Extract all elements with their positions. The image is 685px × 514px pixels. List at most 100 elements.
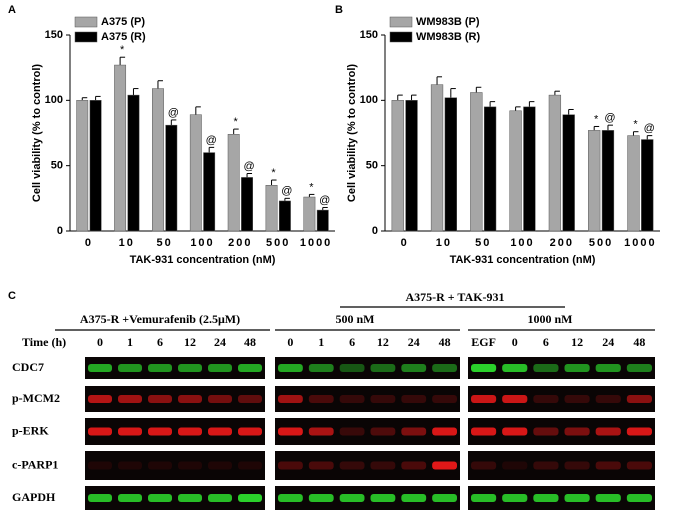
lane-label: 48 xyxy=(244,335,256,349)
blot-band xyxy=(178,461,202,470)
blot-band xyxy=(208,494,232,502)
x-tick-label: 200 xyxy=(228,237,252,249)
blot-band xyxy=(502,494,528,502)
blot-band xyxy=(118,427,142,436)
lane-label: 0 xyxy=(287,335,293,349)
blot-band xyxy=(595,364,621,372)
blot-band xyxy=(339,461,365,470)
blot-band xyxy=(308,364,334,372)
blot-band xyxy=(278,461,303,470)
x-tick-label: 0 xyxy=(401,237,409,249)
x-tick-label: 200 xyxy=(550,237,574,249)
x-tick-label: 10 xyxy=(119,237,135,249)
blot-band xyxy=(626,461,652,470)
blot-band xyxy=(564,364,590,372)
bar xyxy=(203,152,216,232)
blot-band xyxy=(370,461,396,470)
blot-band xyxy=(471,395,497,403)
annotation: @ xyxy=(168,107,179,119)
bar xyxy=(189,114,202,232)
blot-background xyxy=(85,418,265,445)
x-axis-title: TAK-931 concentration (nM) xyxy=(450,254,596,266)
blot-band xyxy=(208,461,232,470)
blot-band xyxy=(595,494,621,502)
blot-band xyxy=(564,395,590,403)
blot-frame xyxy=(55,306,655,331)
blot-band xyxy=(118,494,142,502)
blot-band xyxy=(432,395,457,403)
bar xyxy=(627,135,640,232)
blot-band xyxy=(148,461,172,470)
blot-band xyxy=(238,427,262,436)
y-tick-label: 0 xyxy=(372,225,378,237)
blot-band xyxy=(370,364,396,372)
blot-band xyxy=(88,494,112,502)
blot-band xyxy=(471,494,497,502)
blot-band xyxy=(626,494,652,502)
y-tick-label: 150 xyxy=(45,29,63,41)
lane-label: 0 xyxy=(97,335,103,349)
blot-band xyxy=(308,494,334,502)
row-label: CDC7 xyxy=(12,360,44,374)
y-axis-title: Cell viability (% to control) xyxy=(346,64,358,202)
blot-band xyxy=(208,427,232,436)
blot-band xyxy=(401,395,427,403)
bar xyxy=(444,97,457,232)
legend-label: A375 (R) xyxy=(101,31,146,43)
blot-background xyxy=(468,357,655,379)
blot-background xyxy=(468,486,655,510)
bar xyxy=(391,100,404,232)
legend-swatch xyxy=(389,31,413,43)
annotation: * xyxy=(633,119,638,131)
blot-band xyxy=(178,494,202,502)
blot-band xyxy=(118,461,142,470)
blot-band xyxy=(88,427,112,436)
blot-band xyxy=(564,461,590,470)
blot-band xyxy=(178,395,202,403)
blot-band xyxy=(564,494,590,502)
blot-band xyxy=(626,364,652,372)
blot-band xyxy=(238,461,262,470)
bar xyxy=(152,88,164,232)
legend-label: WM983B (P) xyxy=(416,16,480,28)
treatment-label: A375-R + TAK-931 xyxy=(405,290,504,304)
bar xyxy=(405,100,418,232)
blot-band xyxy=(533,395,559,403)
blot-band xyxy=(278,494,303,502)
blot-band xyxy=(533,364,559,372)
lane-label: 1 xyxy=(318,335,324,349)
lane-label: 6 xyxy=(543,335,549,349)
blot-band xyxy=(502,395,528,403)
x-tick-label: 1000 xyxy=(624,237,656,249)
x-tick-label: 50 xyxy=(475,237,491,249)
x-tick-label: 1000 xyxy=(300,237,332,249)
annotation: * xyxy=(594,113,599,125)
blot-band xyxy=(88,364,112,372)
blot-background xyxy=(85,486,265,510)
blot-band xyxy=(148,395,172,403)
panel-label: A xyxy=(8,4,16,16)
lane-label: 6 xyxy=(349,335,355,349)
blot-background xyxy=(275,386,460,412)
row-label: p-ERK xyxy=(12,423,49,437)
lane-label: 12 xyxy=(184,335,196,349)
legend-swatch xyxy=(74,31,98,43)
legend-swatch xyxy=(74,16,98,28)
blot-background xyxy=(275,418,460,445)
bar xyxy=(165,124,178,232)
annotation: * xyxy=(234,116,239,128)
blot-band xyxy=(564,427,590,436)
blot-band xyxy=(148,427,172,436)
y-tick-label: 100 xyxy=(360,94,378,106)
blot-band xyxy=(432,364,457,372)
panel-label: C xyxy=(8,290,16,302)
annotation: * xyxy=(271,167,276,179)
lane-label: 48 xyxy=(439,335,451,349)
blot-band xyxy=(626,427,652,436)
blot-band xyxy=(208,395,232,403)
blot-band xyxy=(238,494,262,502)
bar xyxy=(483,106,497,232)
blot-band xyxy=(401,494,427,502)
lane-label: 48 xyxy=(633,335,645,349)
